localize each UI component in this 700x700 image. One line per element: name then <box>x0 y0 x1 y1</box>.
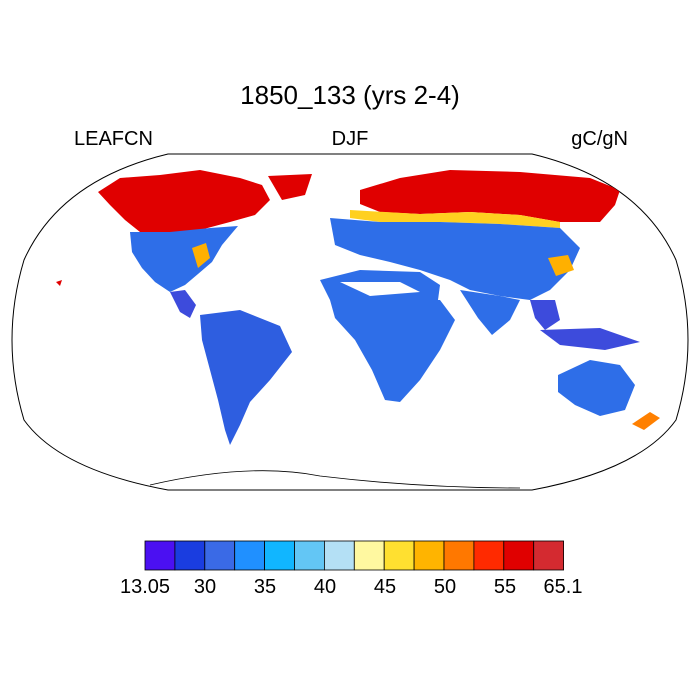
australia <box>558 360 635 416</box>
indonesia-islands <box>540 328 640 350</box>
color-bar-box <box>353 540 385 571</box>
color-bar-box <box>533 540 565 571</box>
antarctica-coastline <box>149 470 521 489</box>
sahara-gap <box>340 282 420 296</box>
season-label: DJF <box>331 128 369 150</box>
color-bar-box <box>323 540 355 571</box>
east-asia-warm-spot <box>548 255 574 276</box>
color-bar-box <box>264 540 295 571</box>
color-bar-tick-label: 55 <box>493 576 517 598</box>
color-bar-box <box>503 540 535 571</box>
europe-blue-region <box>330 218 580 300</box>
south-america <box>200 310 292 445</box>
color-bar-box <box>204 540 236 571</box>
south-asia <box>460 290 520 335</box>
variable-label: LEAFCN <box>74 128 153 150</box>
new-zealand <box>632 412 660 430</box>
color-bar-box <box>174 540 206 571</box>
color-bar-tick-label: 40 <box>313 576 337 598</box>
units-label: gC/gN <box>571 128 628 150</box>
eurasia-red-region <box>360 170 620 222</box>
southeast-asia <box>530 300 560 330</box>
color-bar-tick-label: 35 <box>253 576 277 598</box>
color-bar-tick-label: 65.1 <box>543 576 583 598</box>
greenland <box>268 174 312 200</box>
color-bar-tick-label: 30 <box>193 576 217 598</box>
color-bar-box <box>473 540 505 571</box>
north-america-blue-region <box>130 226 238 292</box>
color-bar-box <box>234 540 265 571</box>
north-america-red-region <box>98 170 270 235</box>
north-america-warm-region <box>192 243 210 268</box>
map-title: 1850_133 (yrs 2-4) <box>240 80 460 110</box>
color-bar-box <box>144 540 176 571</box>
color-bar-box <box>294 540 325 571</box>
central-southern-africa <box>330 300 455 402</box>
color-bar-box <box>443 540 475 571</box>
color-bar-tick-label: 13.05 <box>119 576 171 598</box>
color-bar-box <box>413 540 445 571</box>
hawaii-islands <box>56 280 62 286</box>
central-america <box>170 290 196 318</box>
color-bar-tick-label: 50 <box>433 576 457 598</box>
color-bar-tick-label: 45 <box>373 576 397 598</box>
eurasia-warm-band <box>350 210 560 228</box>
color-bar-box <box>383 540 415 571</box>
